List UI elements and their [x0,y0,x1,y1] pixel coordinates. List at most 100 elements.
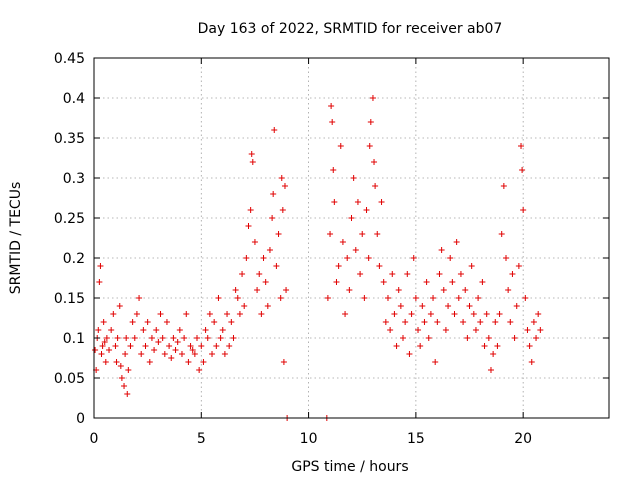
data-point [442,327,449,333]
data-point [483,311,490,317]
data-point [408,311,415,317]
data-point [369,95,376,101]
data-point [280,359,287,365]
data-point [232,287,239,293]
data-point [400,335,406,341]
data-point [96,279,103,285]
data-point [423,279,430,285]
data-point [434,319,441,325]
data-point [254,287,261,293]
data-point [103,335,110,341]
data-point [264,303,271,309]
data-point [455,295,462,301]
data-point [153,327,160,333]
data-point [230,335,237,341]
data-point [363,207,370,213]
data-point [200,359,207,365]
data-point [500,183,507,189]
data-point [270,191,277,197]
x-tick-labels: 0 5 10 15 20 [90,431,533,447]
data-point [425,335,432,341]
data-point [352,247,359,253]
data-point [374,231,381,237]
data-point [271,127,278,133]
data-point [148,335,155,341]
axis-ticks [93,57,609,419]
data-point [445,303,452,309]
data-point [269,215,276,221]
data-point [430,295,437,301]
data-point [453,239,460,245]
y-axis-label: SRMTID / TECUs [8,182,24,295]
data-point [279,207,286,213]
data-point [140,327,147,333]
data-point [196,367,203,373]
data-point [185,359,192,365]
data-point [275,231,282,237]
data-point [522,295,529,301]
data-point [397,303,404,309]
data-point [410,255,417,261]
data-point [136,295,143,301]
data-point [440,287,447,293]
data-point [487,367,494,373]
data-point [249,159,256,165]
data-point [348,215,355,221]
data-point [507,319,514,325]
data-point [122,351,129,357]
data-point [393,343,400,349]
data-point [505,287,512,293]
data-point [327,231,334,237]
data-point [477,319,484,325]
data-point [189,347,196,353]
data-point [366,143,373,149]
x-tick-label: 15 [407,431,425,447]
data-point [108,327,115,333]
data-point [490,351,497,357]
x-tick-label: 10 [300,431,318,447]
data-point [161,351,168,357]
data-point [174,339,181,345]
y-tick-label: 0.3 [63,171,85,187]
data-point [421,319,428,325]
data-point [371,159,378,165]
data-point [277,295,284,301]
data-point [496,311,503,317]
data-point [344,255,351,261]
data-point [330,167,337,173]
data-point [106,347,113,353]
data-point [494,343,501,349]
data-point [266,247,273,253]
data-point [178,351,185,357]
data-point [395,287,402,293]
data-point [247,207,254,213]
data-point [384,295,391,301]
data-point [110,311,117,317]
data-point [278,175,285,181]
data-point [436,271,443,277]
data-point [513,303,520,309]
data-point [228,319,235,325]
data-point [485,335,492,341]
data-point [402,319,409,325]
y-tick-label: 0 [76,411,85,427]
data-point [239,271,246,277]
data-point [412,295,419,301]
data-point [245,223,252,229]
data-point [151,347,158,353]
data-point [219,327,226,333]
data-point [123,335,130,341]
data-point [157,311,164,317]
data-point [181,335,188,341]
data-point [380,279,387,285]
data-point [114,335,121,341]
data-point [112,343,119,349]
data-point [224,311,231,317]
data-point [361,295,368,301]
data-point [333,279,340,285]
data-point [124,391,131,397]
data-point [354,199,361,205]
data-point [515,263,522,269]
data-point [116,303,123,309]
